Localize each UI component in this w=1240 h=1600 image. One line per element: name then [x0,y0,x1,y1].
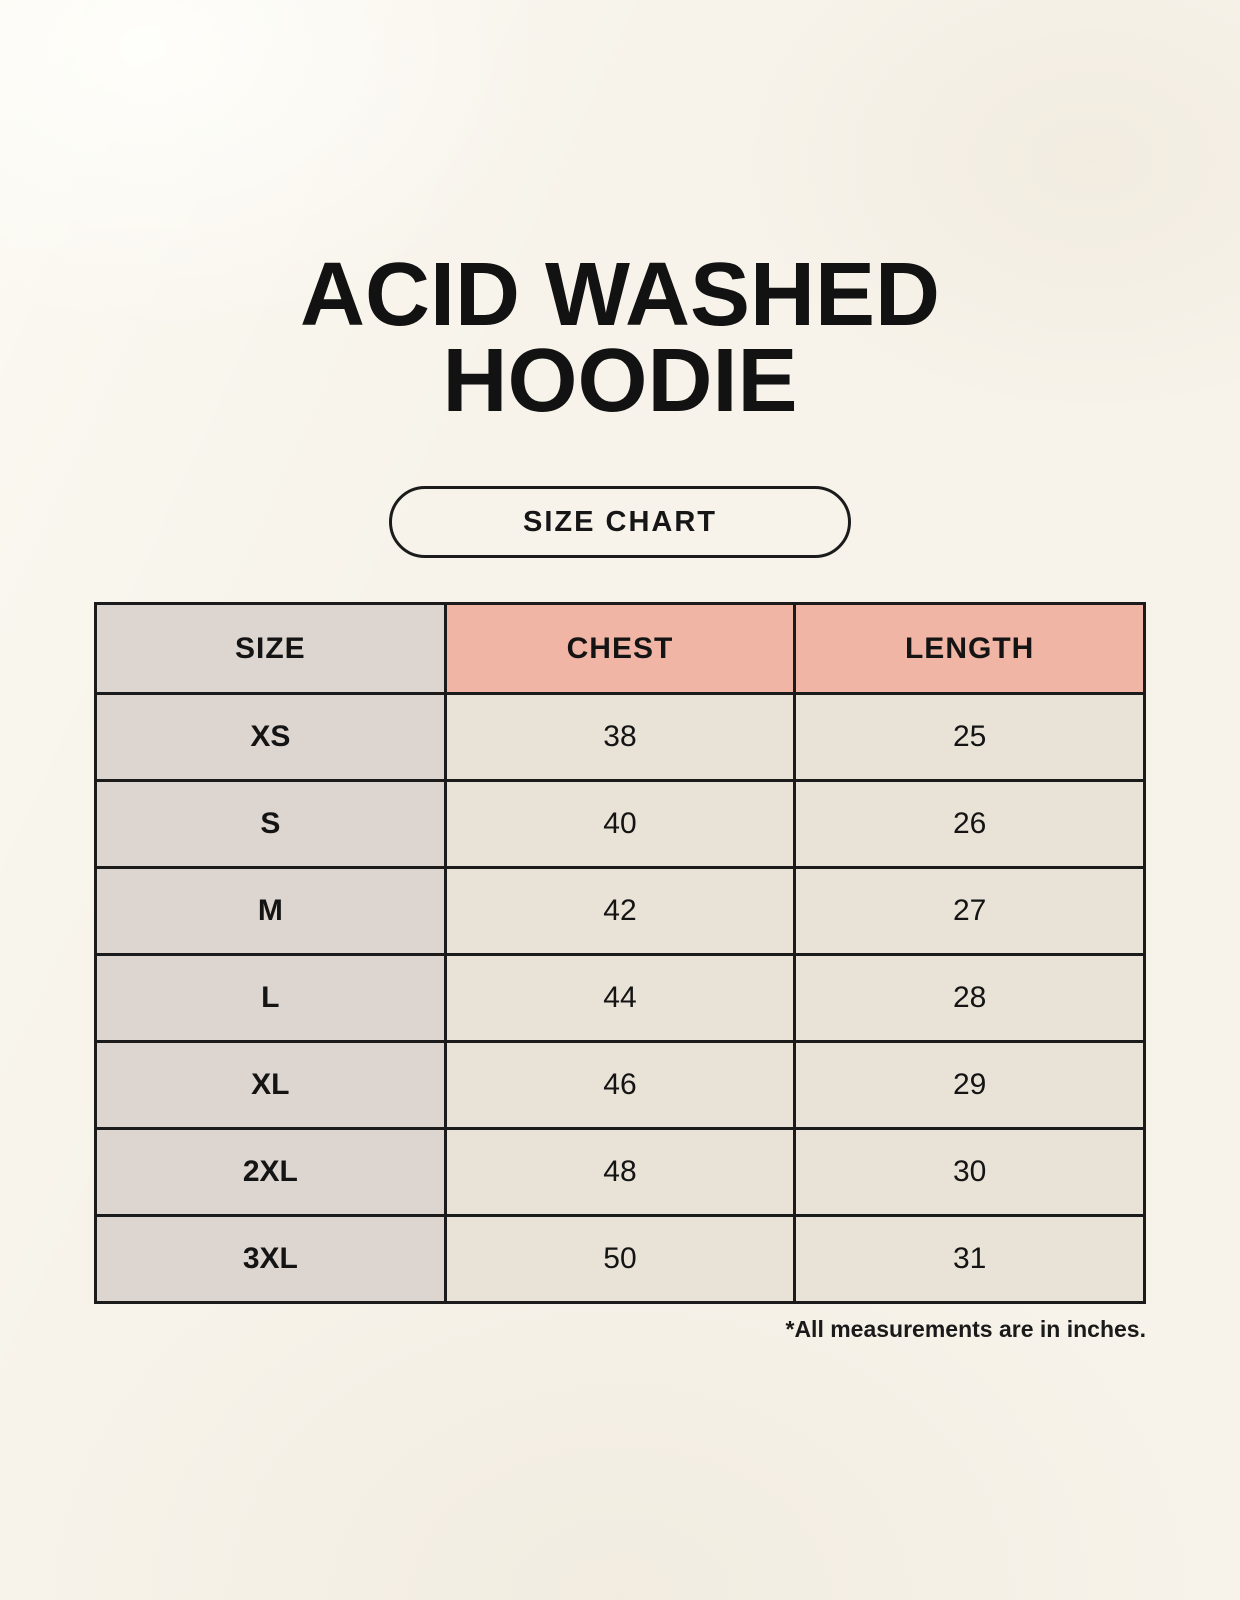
size-chart-button[interactable]: SIZE CHART [389,486,851,558]
length-cell: 25 [793,692,1146,782]
size-chart-table: SIZE CHEST LENGTH XS 38 25 S 40 26 M 42 … [94,602,1146,1304]
chest-cell: 50 [443,1214,797,1304]
size-cell: L [94,953,447,1043]
table-row: 3XL 50 31 [94,1214,1146,1304]
measurements-footnote: *All measurements are in inches. [785,1316,1147,1342]
size-cell: 2XL [94,1127,447,1217]
length-cell: 30 [793,1127,1146,1217]
chest-cell: 44 [443,953,797,1043]
length-cell: 27 [793,866,1146,956]
chest-cell: 42 [443,866,797,956]
table-row: XS 38 25 [94,692,1146,782]
column-header-size: SIZE [94,602,447,695]
size-cell: XL [94,1040,447,1130]
table-row: M 42 27 [94,866,1146,956]
size-cell: M [94,866,447,956]
table-header-row: SIZE CHEST LENGTH [94,602,1146,695]
chest-cell: 38 [443,692,797,782]
size-chart-button-label: SIZE CHART [523,505,717,538]
table-row: L 44 28 [94,953,1146,1043]
chest-cell: 46 [443,1040,797,1130]
chest-cell: 40 [443,779,797,869]
product-title-line-1: ACID WASHED [299,245,941,345]
product-title-line-2: HOODIE [442,331,798,431]
length-cell: 29 [793,1040,1146,1130]
table-row: S 40 26 [94,779,1146,869]
length-cell: 28 [793,953,1146,1043]
column-header-length: LENGTH [793,602,1146,695]
product-title: ACID WASHED HOODIE [0,0,1240,431]
column-header-chest: CHEST [443,602,797,695]
table-row: XL 46 29 [94,1040,1146,1130]
table-row: 2XL 48 30 [94,1127,1146,1217]
length-cell: 26 [793,779,1146,869]
size-cell: XS [94,692,447,782]
size-cell: 3XL [94,1214,447,1304]
chest-cell: 48 [443,1127,797,1217]
size-cell: S [94,779,447,869]
length-cell: 31 [793,1214,1146,1304]
